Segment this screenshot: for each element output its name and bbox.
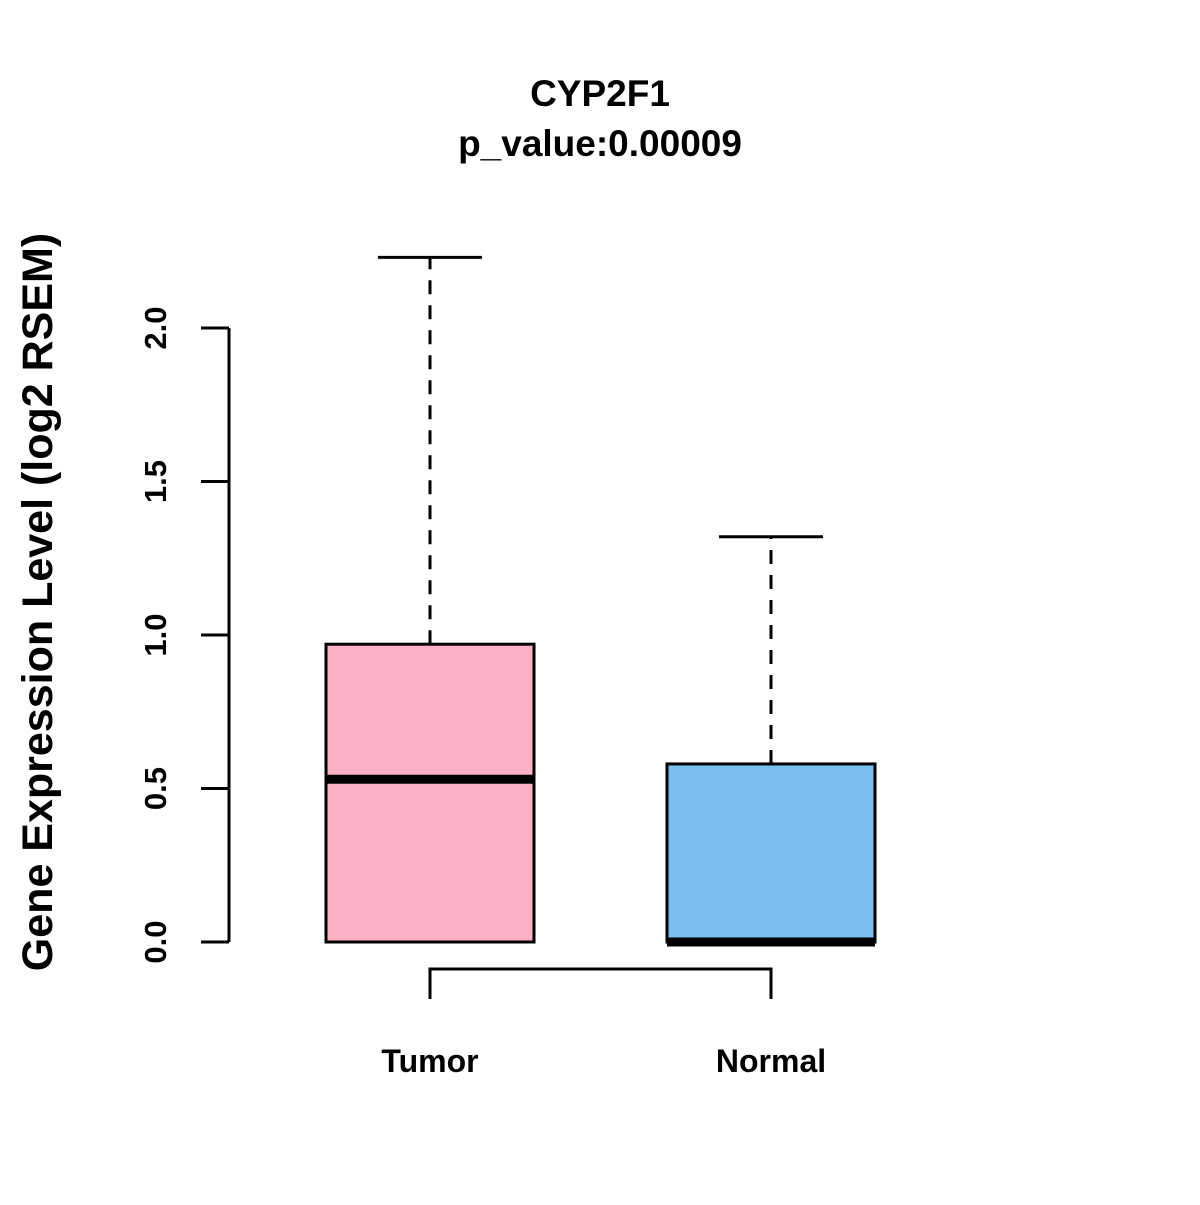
iqr-box [324, 642, 536, 944]
box-groups [324, 255, 877, 947]
comparison-bracket-path [428, 967, 773, 999]
chart-title: CYP2F1 [530, 73, 670, 114]
y-tick-label: 1.5 [138, 460, 173, 503]
comparison-bracket [428, 967, 773, 999]
y-tick-label: 0.5 [138, 767, 173, 810]
x-axis-labels: Tumor Normal [381, 1043, 826, 1079]
y-axis-label: Gene Expression Level (log2 RSEM) [14, 233, 62, 971]
y-tick-label: 1.0 [138, 613, 173, 656]
box-group-tumor [324, 255, 536, 944]
x-category-label: Tumor [381, 1043, 478, 1079]
y-axis: 0.0 0.5 1.0 1.5 2.0 [138, 306, 231, 964]
chart-subtitle: p_value:0.00009 [458, 123, 742, 164]
y-tick-label: 0.0 [138, 920, 173, 963]
x-category-label: Normal [716, 1043, 826, 1079]
iqr-box [665, 762, 877, 944]
y-tick-label: 2.0 [138, 306, 173, 349]
box-group-normal [665, 535, 877, 947]
